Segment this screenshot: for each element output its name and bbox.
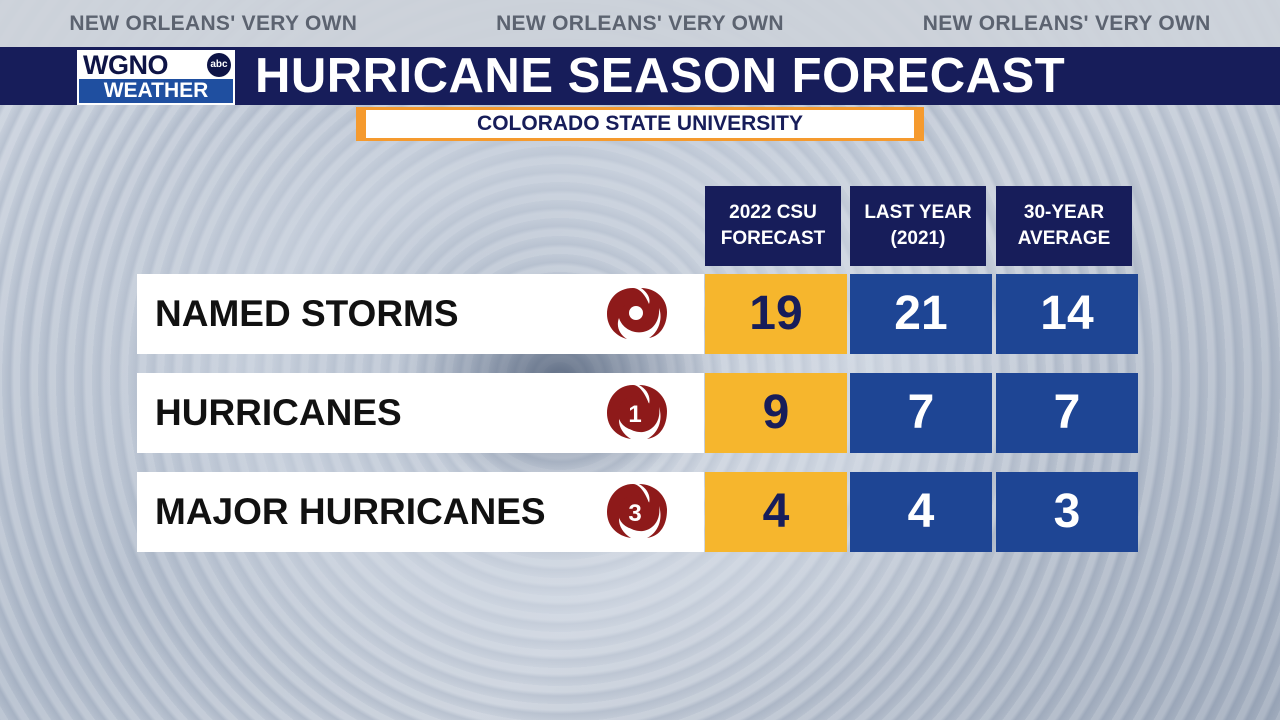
cell-last-year: 7 [850,373,992,453]
logo-weather: WEATHER [79,79,233,103]
abc-network-icon: abc [207,53,231,77]
row-label-text: HURRICANES [155,392,402,433]
hurricane-category-3-icon: 3 [607,484,667,538]
cell-average: 14 [996,274,1138,354]
column-header-average: 30-YEAR AVERAGE [996,186,1132,266]
row-label-hurricanes: HURRICANES 1 [137,373,704,453]
cell-average: 3 [996,472,1138,552]
column-header-line: 2022 CSU [729,202,817,223]
tagline: NEW ORLEANS' VERY OWN [69,11,358,35]
row-label-text: MAJOR HURRICANES [155,491,546,532]
row-label-text: NAMED STORMS [155,293,459,334]
cell-last-year: 21 [850,274,992,354]
tagline-bar: NEW ORLEANS' VERY OWN NEW ORLEANS' VERY … [0,0,1280,47]
storm-category-label: 3 [628,500,641,527]
page-title: HURRICANE SEASON FORECAST [255,49,1066,103]
column-header-forecast: 2022 CSU FORECAST [705,186,841,266]
column-header-line: FORECAST [720,228,826,249]
column-header-line: (2021) [890,228,946,249]
column-header-line: AVERAGE [1017,228,1111,249]
station-logo: WGNO abc WEATHER [77,50,235,105]
tagline: NEW ORLEANS' VERY OWN [496,11,784,35]
subtitle-box: COLORADO STATE UNIVERSITY [356,107,924,141]
column-header-line: 30-YEAR [1023,202,1105,223]
tropical-storm-icon [607,288,667,339]
row-label-named-storms: NAMED STORMS [137,274,704,354]
row-label-major-hurricanes: MAJOR HURRICANES 3 [137,472,704,552]
tagline: NEW ORLEANS' VERY OWN [922,11,1211,35]
cell-forecast: 9 [705,373,847,453]
cell-forecast: 19 [705,274,847,354]
hurricane-category-1-icon: 1 [607,385,667,439]
column-header-last-year: LAST YEAR (2021) [850,186,986,266]
column-header-line: LAST YEAR [864,202,972,223]
subtitle: COLORADO STATE UNIVERSITY [366,110,914,138]
cell-forecast: 4 [705,472,847,552]
cell-last-year: 4 [850,472,992,552]
cell-average: 7 [996,373,1138,453]
storm-category-label: 1 [628,401,641,428]
